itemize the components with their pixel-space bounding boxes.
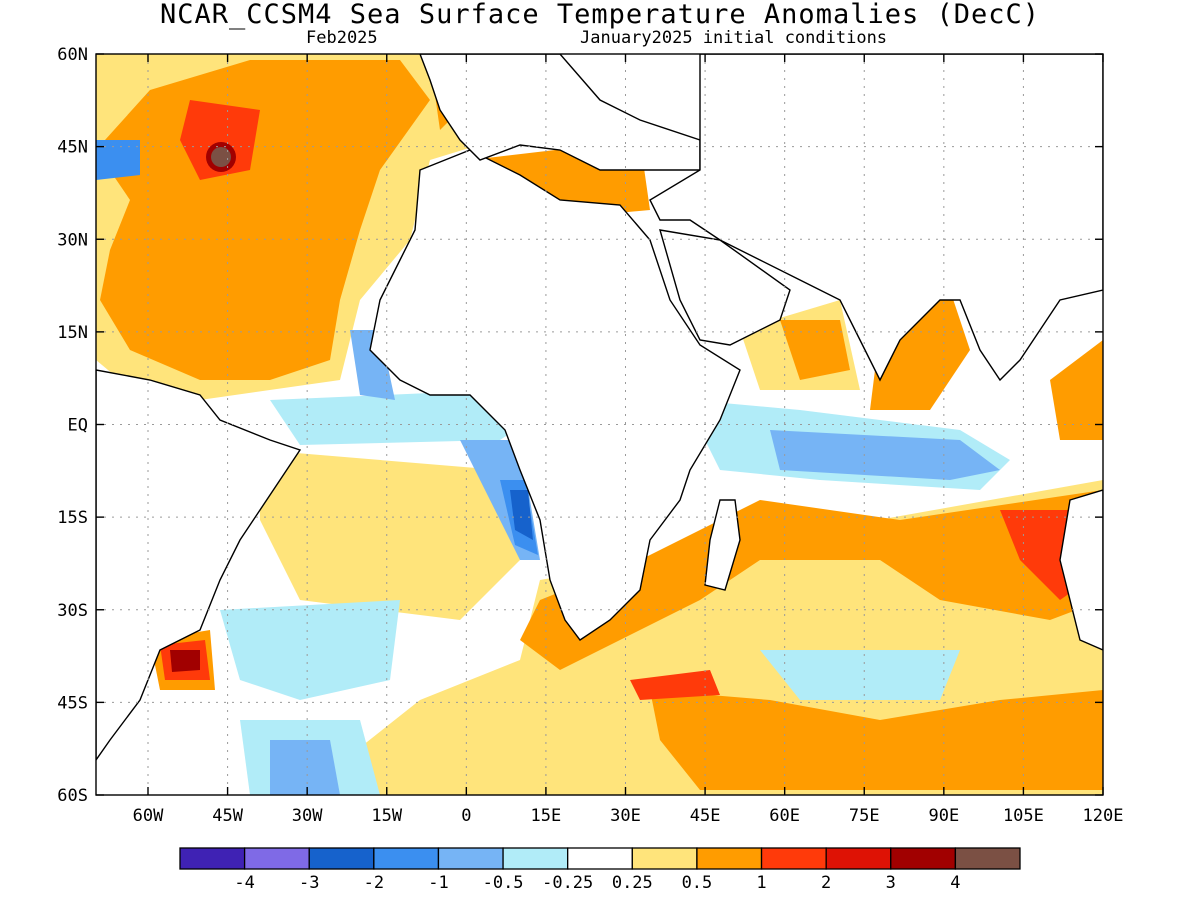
colorbar-label: -4 [234, 873, 254, 893]
lon-label: 90E [928, 806, 959, 826]
europe-coastline [419, 54, 701, 171]
arabia-coastline [659, 229, 791, 346]
asia-coastline [649, 54, 1103, 382]
lat-label: 60N [57, 45, 88, 65]
anomaly-region [760, 650, 960, 700]
lon-label: 30W [292, 806, 323, 826]
colorbar-swatch [890, 847, 957, 870]
map-title: NCAR_CCSM4 Sea Surface Temperature Anoma… [159, 0, 1041, 30]
anomaly-region [270, 740, 340, 795]
colorbar-swatch [373, 847, 440, 870]
lon-label: 15E [531, 806, 562, 826]
lat-label: 30N [57, 230, 88, 250]
colorbar-swatch [437, 847, 504, 870]
colorbar-swatch [696, 847, 763, 870]
colorbar-label: -1 [428, 873, 448, 893]
colorbar: -4 -3 -2 -1 -0.5 -0.25 0.25 0.5 1 2 3 4 [179, 847, 1021, 893]
colorbar-swatch [502, 847, 569, 870]
anomaly-region [1050, 340, 1103, 440]
colorbar-label: 0.25 [612, 873, 653, 893]
colorbar-swatch [825, 847, 892, 870]
colorbar-swatch [179, 847, 246, 870]
colorbar-label: 1 [756, 873, 766, 893]
graticule [96, 54, 1103, 795]
colorbar-swatch [954, 847, 1021, 870]
anomaly-region [96, 60, 430, 380]
lon-label: 60E [769, 806, 800, 826]
lat-label: 15N [57, 323, 88, 343]
madagascar-coastline [704, 499, 741, 591]
map-area [95, 53, 1104, 796]
anomaly-fields [96, 54, 1103, 795]
anomaly-region [520, 490, 1103, 670]
anomaly-region [170, 650, 200, 672]
lon-label: 75E [849, 806, 880, 826]
lon-label: 120E [1083, 806, 1124, 826]
colorbar-label: 3 [886, 873, 896, 893]
lon-label: 30E [610, 806, 641, 826]
initial-conditions: January2025 initial conditions [580, 28, 888, 48]
lat-label: 45N [57, 138, 88, 158]
anomaly-region [770, 430, 1000, 480]
lat-label: 15S [57, 508, 88, 528]
anomaly-region [270, 390, 530, 445]
colorbar-label: 4 [950, 873, 960, 893]
colorbar-swatch [760, 847, 827, 870]
colorbar-swatch [631, 847, 698, 870]
lon-label: 15W [371, 806, 402, 826]
anomaly-region [260, 450, 520, 620]
forecast-month: Feb2025 [306, 28, 378, 48]
colorbar-label: 0.5 [682, 873, 713, 893]
colorbar-swatch [567, 847, 633, 870]
lat-label: 45S [57, 693, 88, 713]
anomaly-region [870, 290, 970, 410]
lat-label: EQ [68, 416, 88, 436]
anomaly-region [630, 670, 720, 700]
anomaly-region [510, 490, 533, 540]
lon-label: 45W [212, 806, 243, 826]
anomaly-region [211, 147, 231, 167]
anomaly-region [96, 140, 140, 180]
colorbar-label: -0.5 [483, 873, 524, 893]
lon-label: 60W [133, 806, 164, 826]
south-america-coastline [96, 369, 302, 762]
lon-label: 105E [1003, 806, 1044, 826]
lon-label: 0 [461, 806, 471, 826]
lat-label: 60S [57, 786, 88, 806]
lon-label: 45E [690, 806, 721, 826]
africa-coastline [369, 149, 741, 641]
anomaly-region [180, 100, 260, 180]
colorbar-label: -3 [299, 873, 319, 893]
landmasses [96, 54, 1103, 762]
colorbar-label: -0.25 [542, 873, 593, 893]
anomaly-region [780, 320, 850, 380]
anomaly-region [220, 600, 400, 700]
anomaly-region [650, 690, 1103, 790]
australia-coastline [1059, 489, 1103, 651]
colorbar-label: -2 [364, 873, 384, 893]
axes: 60N 45N 30N 15N EQ 15S 30S 45S 60S 60W 45W 30W 15W 0 1… [57, 45, 1123, 826]
colorbar-label: 2 [821, 873, 831, 893]
lat-label: 30S [57, 601, 88, 621]
colorbar-swatch [243, 847, 310, 870]
colorbar-swatch [308, 847, 375, 870]
